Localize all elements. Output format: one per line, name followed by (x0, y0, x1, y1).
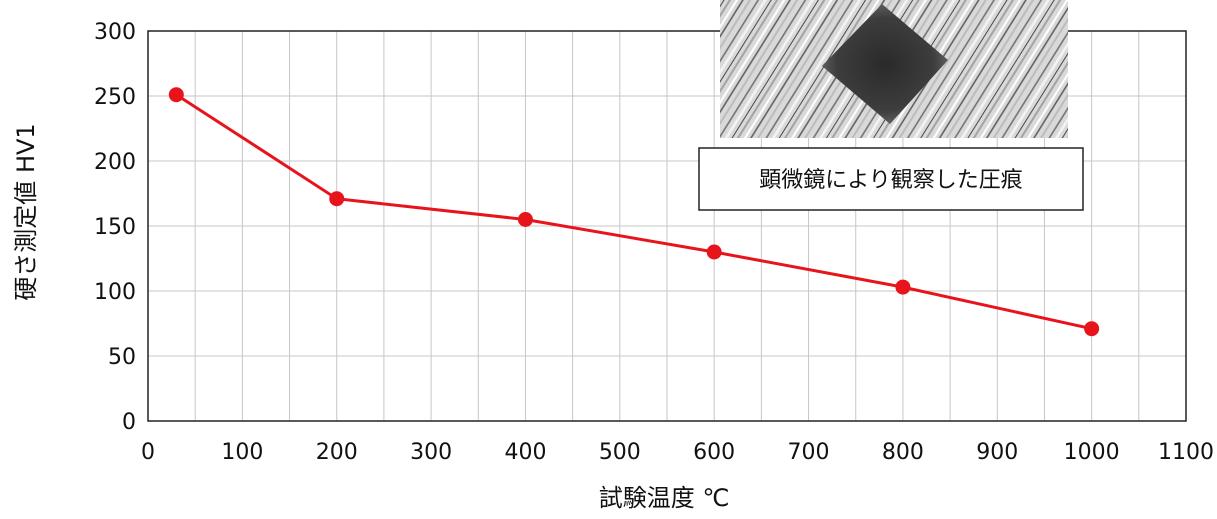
caption-box (698, 147, 1084, 211)
x-tick-label: 700 (788, 440, 830, 465)
y-tick-label: 100 (94, 280, 136, 305)
x-tick-label: 500 (599, 440, 641, 465)
x-tick-label: 800 (882, 440, 924, 465)
x-tick-label: 100 (221, 440, 263, 465)
x-tick-label: 0 (141, 440, 155, 465)
data-point (706, 244, 722, 260)
x-tick-label: 200 (316, 440, 358, 465)
y-tick-label: 250 (94, 85, 136, 110)
y-axis-title: 硬さ測定値 HV1 (12, 123, 40, 300)
y-tick-label: 200 (94, 150, 136, 175)
indentation-mark (822, 4, 948, 124)
x-axis-tick-labels: 0 100 200 300 400 500 600 700 800 900 1000 1100 (141, 440, 1214, 465)
x-tick-label: 400 (504, 440, 546, 465)
data-point (517, 212, 533, 227)
caption-text: 顕微鏡により観察した圧痕 (759, 168, 1023, 193)
data-point (895, 279, 911, 295)
x-tick-label: 1000 (1064, 440, 1120, 465)
series-layer (168, 87, 1100, 337)
x-tick-label: 600 (693, 440, 735, 465)
y-tick-label: 300 (94, 20, 136, 45)
y-tick-label: 150 (94, 215, 136, 240)
y-tick-label: 0 (122, 410, 136, 435)
y-axis-tick-labels: 0 50 100 150 200 250 300 (94, 20, 136, 435)
data-point (168, 87, 184, 103)
data-point (329, 191, 345, 207)
x-tick-label: 900 (976, 440, 1018, 465)
x-tick-label: 300 (410, 440, 452, 465)
micrograph-inset: 顕微鏡により観察した圧痕 (698, 0, 1084, 211)
y-tick-label: 50 (108, 345, 136, 370)
grid-lines (148, 31, 1186, 421)
plot-area-frame (147, 30, 1187, 422)
x-axis-title: 試験温度 ℃ (599, 484, 730, 512)
data-point (1084, 321, 1100, 337)
x-tick-label: 1100 (1158, 440, 1214, 465)
series-line (175, 93, 1092, 331)
